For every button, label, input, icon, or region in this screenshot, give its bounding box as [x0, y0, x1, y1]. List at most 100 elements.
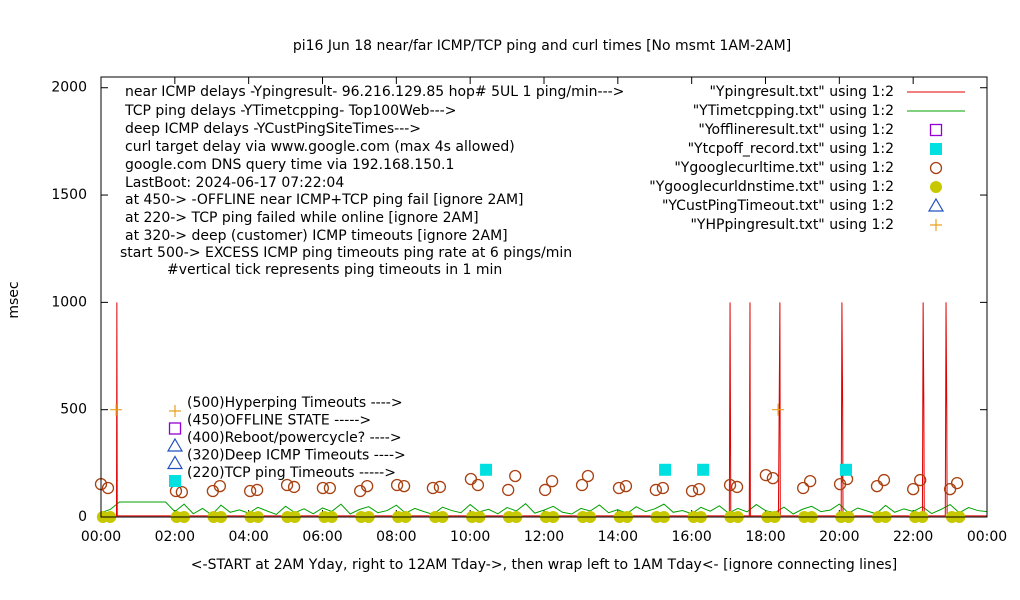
annotation: TCP ping delays -YTimetcpping- Top100Web…	[124, 103, 456, 119]
marker-shape	[697, 463, 710, 476]
legend-label: "YCustPingTimeout.txt" using 1:2	[662, 198, 894, 214]
marker-shape	[797, 481, 810, 495]
key-note-symbol	[168, 422, 182, 435]
key-note: (320)Deep ICMP Timeouts ---->	[187, 448, 406, 464]
marker-shape	[471, 478, 485, 492]
marker-shape	[930, 219, 942, 231]
legend-swatch	[930, 181, 942, 193]
legend-swatch	[930, 143, 942, 155]
data-point	[772, 403, 785, 416]
data-point	[464, 472, 478, 486]
data-point	[175, 485, 188, 499]
marker-shape	[101, 481, 115, 495]
marker-shape	[545, 475, 559, 488]
data-point	[316, 481, 330, 495]
annotation: at 450-> -OFFLINE near ICMP+TCP ping fai…	[125, 192, 524, 208]
chart-title: pi16 Jun 18 near/far ICMP/TCP ping and c…	[293, 38, 791, 54]
marker-shape	[464, 472, 478, 486]
data-point	[914, 473, 927, 487]
marker-shape	[390, 478, 404, 492]
marker-shape	[502, 483, 515, 497]
data-point	[509, 469, 522, 483]
marker-shape	[649, 483, 663, 497]
marker-shape	[251, 483, 264, 497]
marker-shape	[581, 469, 595, 483]
data-point	[649, 483, 663, 497]
legend-label: "Ytcpoff_record.txt" using 1:2	[688, 141, 894, 157]
marker-shape	[110, 403, 123, 416]
legend-label: "Ygooglecurldnstime.txt" using 1:2	[649, 179, 894, 195]
marker-shape	[169, 405, 181, 417]
y-tick-label: 1500	[51, 187, 87, 203]
annotation: LastBoot: 2024-06-17 07:22:04	[125, 175, 344, 191]
marker-shape	[323, 481, 337, 495]
x-tick-label: 12:00	[524, 529, 564, 545]
marker-shape	[433, 480, 447, 494]
marker-shape	[538, 483, 552, 497]
data-point	[619, 479, 633, 493]
marker-shape	[772, 403, 785, 416]
data-point	[759, 468, 773, 482]
marker-shape	[659, 463, 672, 476]
data-point	[397, 479, 411, 493]
annotation: near ICMP delays -Ypingresult- 96.216.12…	[125, 84, 624, 100]
data-point	[907, 482, 920, 496]
marker-shape	[730, 480, 744, 494]
annotation: curl target delay via www.google.com (ma…	[125, 139, 515, 155]
marker-shape	[930, 143, 942, 155]
marker-shape	[685, 484, 699, 498]
legend-label: "Ygooglecurltime.txt" using 1:2	[674, 160, 894, 176]
legend-label: "Ypingresult.txt" using 1:2	[709, 84, 894, 100]
marker-shape	[927, 197, 945, 212]
key-note-symbol	[169, 405, 181, 417]
marker-shape	[929, 123, 943, 137]
marker-shape	[575, 478, 589, 492]
marker-shape	[287, 480, 301, 494]
data-point	[685, 484, 699, 498]
data-point	[426, 481, 440, 495]
y-axis-label: msec	[6, 281, 22, 318]
annotation: start 500-> EXCESS ICMP ping timeouts pi…	[120, 245, 572, 261]
key-note: (500)Hyperping Timeouts ---->	[187, 395, 403, 411]
legend-swatch	[927, 197, 945, 212]
legend-label: "YHPpingresult.txt" using 1:2	[690, 217, 894, 233]
marker-shape	[723, 478, 737, 492]
x-tick-label: 16:00	[671, 529, 711, 545]
x-tick-label: 00:00	[81, 529, 121, 545]
annotation: at 220-> TCP ping failed while online [i…	[125, 210, 479, 226]
x-tick-label: 10:00	[450, 529, 490, 545]
marker-shape	[168, 422, 182, 435]
data-point	[287, 480, 301, 494]
annotation: #vertical tick represents ping timeouts …	[167, 262, 502, 278]
x-tick-label: 22:00	[893, 529, 933, 545]
legend-label: "Yofflineresult.txt" using 1:2	[698, 122, 894, 138]
data-point	[659, 463, 672, 476]
marker-shape	[166, 455, 184, 470]
data-point	[797, 481, 810, 495]
data-point	[870, 479, 884, 493]
data-point	[950, 476, 964, 490]
x-tick-label: 18:00	[745, 529, 785, 545]
key-note: (220)TCP ping Timeouts ----->	[187, 465, 396, 481]
data-point	[545, 475, 559, 488]
marker-shape	[870, 479, 884, 493]
data-point	[943, 482, 957, 496]
key-note-symbol	[166, 455, 184, 470]
marker-shape	[950, 476, 964, 490]
marker-shape	[361, 479, 374, 493]
key-note: (400)Reboot/powercycle? ---->	[187, 430, 402, 446]
marker-shape	[929, 161, 943, 175]
legend-swatch	[930, 219, 942, 231]
data-point	[480, 463, 493, 476]
y-tick-label: 500	[60, 402, 87, 418]
marker-shape	[907, 482, 920, 496]
data-point	[502, 483, 515, 497]
data-point	[280, 478, 294, 492]
data-point	[538, 483, 552, 497]
x-tick-label: 06:00	[302, 529, 342, 545]
marker-shape	[280, 478, 294, 492]
data-point	[730, 480, 744, 494]
marker-shape	[943, 482, 957, 496]
data-point	[213, 479, 227, 493]
data-point	[766, 472, 780, 485]
